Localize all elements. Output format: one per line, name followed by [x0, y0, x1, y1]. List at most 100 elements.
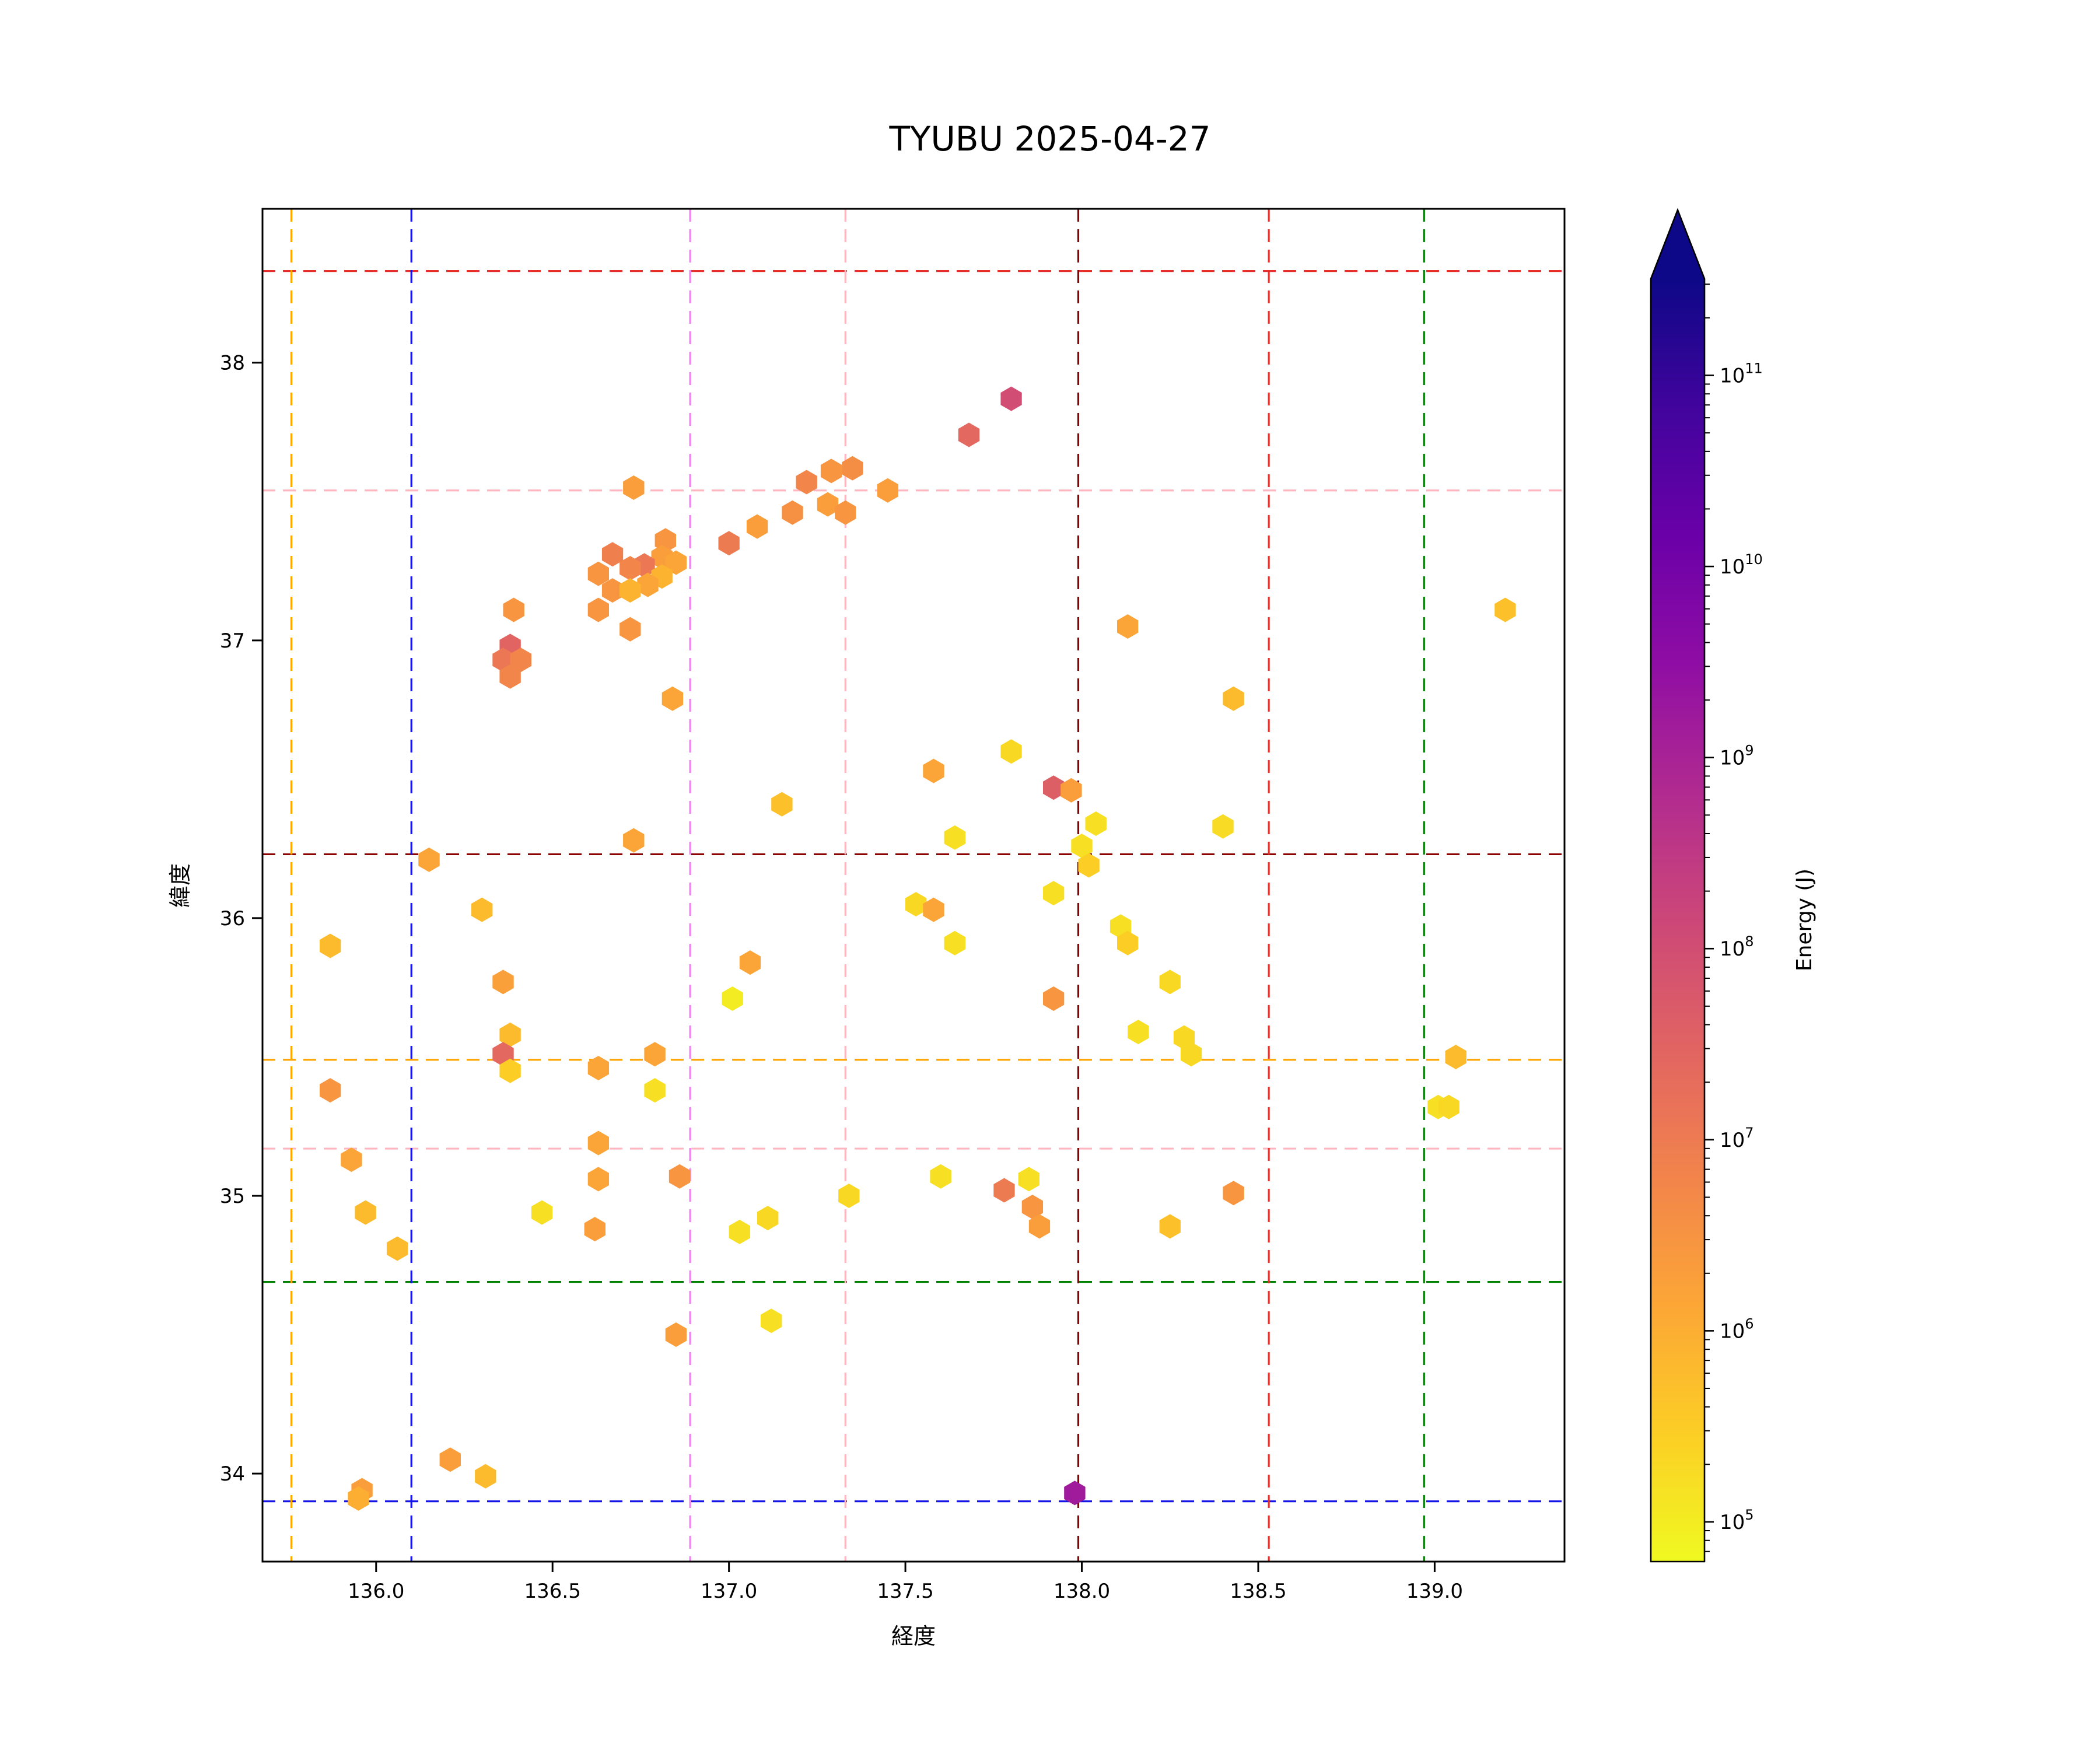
plot-border — [261, 208, 1566, 1563]
data-point-hexagon — [1494, 597, 1516, 622]
data-point-hexagon — [1117, 930, 1139, 956]
colorbar-tick-label: 108 — [1720, 933, 1754, 961]
data-point-hexagon — [499, 664, 521, 689]
colorbar-tick-label: 109 — [1720, 743, 1754, 770]
data-point-hexagon — [623, 828, 645, 853]
data-point-hexagon — [1018, 1167, 1040, 1192]
data-point-hexagon — [620, 578, 641, 603]
colorbar-label: Energy (J) — [1793, 869, 1817, 971]
y-tick-label: 34 — [220, 1462, 245, 1486]
data-point-hexagon — [923, 897, 944, 922]
data-point-hexagon — [905, 892, 927, 917]
data-point-hexagon — [503, 597, 524, 622]
y-tick-label: 36 — [220, 907, 245, 930]
x-tick-label: 138.5 — [1230, 1580, 1286, 1603]
data-point-hexagon — [587, 1167, 609, 1192]
data-point-hexagon — [796, 470, 817, 495]
data-point-hexagon — [623, 475, 645, 500]
data-point-hexagon — [1085, 811, 1107, 836]
data-point-hexagon — [842, 456, 863, 481]
data-point-hexagon — [757, 1206, 779, 1231]
data-point-hexagon — [1117, 614, 1139, 639]
data-point-hexagon — [718, 531, 740, 556]
data-point-hexagon — [1043, 775, 1065, 800]
data-point-hexagon — [877, 478, 898, 503]
data-point-hexagon — [665, 1322, 687, 1347]
x-tick-label: 136.5 — [524, 1580, 581, 1603]
data-point-hexagon — [1223, 686, 1244, 711]
data-point-hexagon — [320, 1078, 341, 1103]
data-point-hexagon — [1043, 986, 1065, 1011]
colorbar-extend-arrow — [1651, 210, 1704, 279]
x-tick-label: 137.0 — [701, 1580, 757, 1603]
data-point-hexagon — [993, 1178, 1015, 1203]
data-point-hexagon — [1060, 778, 1082, 803]
data-point-hexagon — [644, 1042, 666, 1067]
data-point-hexagon — [637, 572, 659, 597]
x-axis-label: 経度 — [891, 1623, 936, 1649]
data-point-hexagon — [722, 986, 743, 1011]
data-point-hexagon — [620, 617, 641, 642]
data-point-hexagon — [587, 597, 609, 622]
data-point-hexagon — [835, 500, 856, 525]
data-point-hexagon — [739, 950, 761, 975]
data-point-hexagon — [492, 970, 514, 995]
data-point-hexagon — [348, 1486, 369, 1511]
data-point-hexagon — [1064, 1480, 1086, 1506]
x-tick-label: 136.0 — [348, 1580, 404, 1603]
colorbar-tick-label: 105 — [1720, 1507, 1754, 1534]
y-axis-label: 緯度 — [167, 863, 193, 908]
data-point-hexagon — [584, 1217, 606, 1242]
data-point-hexagon — [1128, 1020, 1149, 1045]
colorbar-outline — [1650, 208, 1706, 1563]
data-point-hexagon — [761, 1308, 782, 1334]
colorbar-gradient-bar — [1651, 279, 1704, 1562]
data-point-hexagon — [1438, 1094, 1460, 1119]
data-point-hexagon — [746, 514, 768, 539]
y-tick-label: 37 — [220, 629, 245, 653]
data-point-hexagon — [587, 561, 609, 586]
y-tick-label: 38 — [220, 352, 245, 375]
data-point-hexagon — [958, 422, 980, 447]
x-tick-label: 138.0 — [1054, 1580, 1110, 1603]
data-point-hexagon — [587, 1056, 609, 1080]
data-point-hexagon — [1071, 834, 1093, 859]
data-point-hexagon — [1445, 1045, 1466, 1069]
data-point-hexagon — [782, 500, 803, 525]
data-point-hexagon — [1212, 814, 1234, 839]
data-point-hexagon — [668, 1164, 691, 1189]
data-point-hexagon — [1180, 1042, 1202, 1067]
data-point-hexagon — [587, 1130, 609, 1156]
data-point-hexagon — [355, 1200, 376, 1225]
data-point-hexagon — [620, 556, 641, 581]
data-point-hexagon — [838, 1184, 860, 1208]
data-point-hexagon — [499, 1058, 521, 1083]
chart-title: TYUBU 2025-04-27 — [888, 119, 1210, 159]
axis-ticks: 136.0 136.5 137.0 137.5 138.0 138.5 139.0 34 35 3… — [220, 352, 1463, 1603]
colorbar-ticks: 105 106 107 108 109 1010 1011 — [1704, 284, 1763, 1552]
data-point-hexagon — [923, 758, 944, 783]
data-point-hexagon — [1223, 1181, 1244, 1206]
data-point-hexagon — [601, 542, 624, 567]
data-point-hexagon — [471, 897, 493, 922]
data-point-hexagon — [418, 847, 440, 872]
x-tick-label: 139.0 — [1406, 1580, 1463, 1603]
data-point-hexagon — [817, 492, 839, 517]
data-point-hexagon — [320, 933, 341, 958]
data-point-hexagon — [1000, 386, 1022, 411]
data-point-hexagon — [944, 825, 965, 850]
data-point-hexagon — [930, 1164, 951, 1189]
x-tick-label: 137.5 — [877, 1580, 933, 1603]
y-tick-label: 35 — [220, 1185, 245, 1208]
data-point-hexagon — [1078, 853, 1100, 878]
colorbar-tick-label: 106 — [1720, 1315, 1754, 1343]
data-point-hexagon — [510, 648, 531, 673]
data-point-hexagon — [644, 1078, 666, 1103]
data-points — [320, 386, 1516, 1511]
data-point-hexagon — [1021, 1195, 1043, 1219]
data-point-hexagon — [1043, 881, 1065, 906]
data-point-hexagon — [944, 930, 965, 956]
data-point-hexagon — [665, 550, 687, 575]
